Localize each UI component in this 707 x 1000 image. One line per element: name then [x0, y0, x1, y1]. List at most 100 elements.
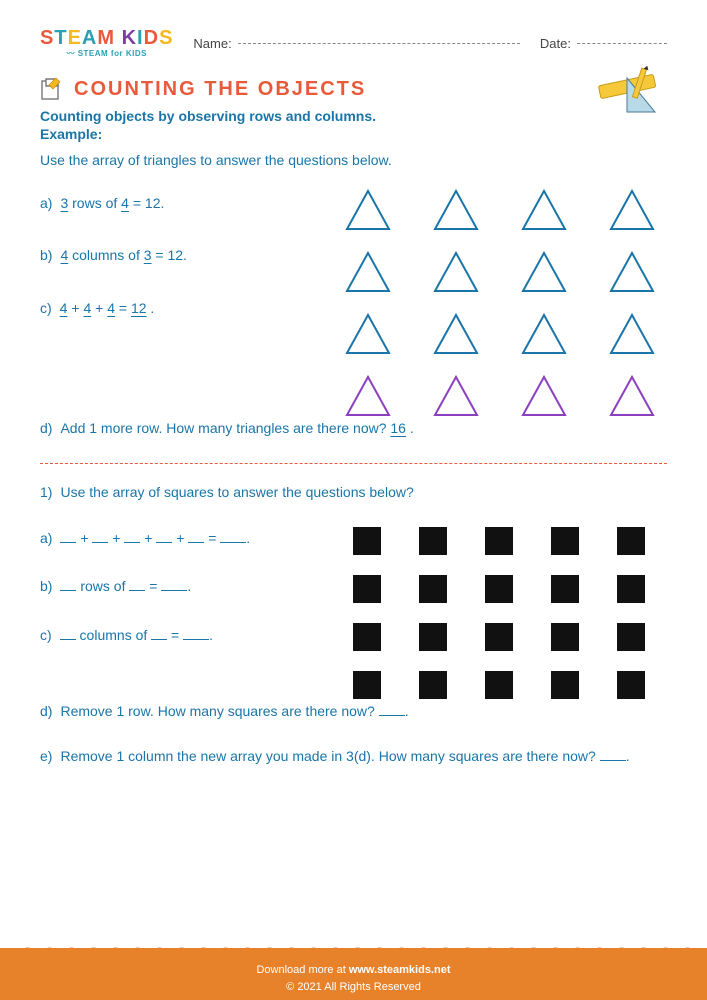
square-shape — [419, 527, 447, 555]
triangle-shape — [343, 312, 393, 356]
name-input-line[interactable] — [238, 43, 520, 44]
footer-wave — [0, 945, 707, 959]
square-shape — [419, 671, 447, 699]
answer-blank[interactable] — [60, 529, 76, 543]
square-shape — [353, 527, 381, 555]
draft-icon — [40, 76, 66, 102]
section-divider — [40, 463, 667, 464]
question-label: a) — [40, 192, 52, 214]
example-content: a)3 rows of 4 = 12. b)4 columns of 3 = 12… — [40, 192, 667, 418]
answer-blank[interactable] — [188, 529, 204, 543]
instruction-text: Use the array of triangles to answer the… — [40, 152, 667, 168]
triangle-array — [343, 188, 657, 418]
example-questions: a)3 rows of 4 = 12. b)4 columns of 3 = 12… — [40, 192, 323, 349]
triangle-shape — [519, 312, 569, 356]
triangle-shape — [607, 250, 657, 294]
example-question-d: d)Add 1 more row. How many triangles are… — [40, 418, 667, 439]
date-label: Date: — [540, 36, 571, 51]
answer-blank[interactable] — [379, 702, 405, 716]
square-shape — [617, 671, 645, 699]
answer-value: 12 — [131, 300, 147, 316]
problem1-questions: a) + + + + = . b) rows of = . c) columns o… — [40, 527, 333, 672]
answer-blank[interactable] — [129, 577, 145, 591]
question-label: c) — [40, 624, 52, 646]
triangle-shape — [431, 188, 481, 232]
square-array — [353, 527, 647, 701]
triangle-shape — [431, 374, 481, 418]
square-shape — [617, 527, 645, 555]
square-shape — [551, 671, 579, 699]
square-shape — [353, 575, 381, 603]
question-row: a)3 rows of 4 = 12. — [40, 192, 323, 214]
footer-link[interactable]: www.steamkids.net — [349, 964, 451, 976]
answer-value: 4 — [121, 195, 129, 211]
question-label: b) — [40, 244, 52, 266]
answer-blank[interactable] — [220, 529, 246, 543]
answer-blank[interactable] — [151, 626, 167, 640]
problem1-question-e: e)Remove 1 column the new array you made… — [40, 746, 667, 767]
triangle-shape — [431, 312, 481, 356]
square-shape — [419, 575, 447, 603]
question-row: a) + + + + = . — [40, 527, 333, 549]
square-shape — [485, 623, 513, 651]
ruler-icon — [597, 66, 667, 122]
triangle-shape — [431, 250, 481, 294]
question-label: e) — [40, 746, 52, 767]
question-row: b)4 columns of 3 = 12. — [40, 244, 323, 266]
square-shape — [353, 623, 381, 651]
example-label: Example: — [40, 126, 667, 142]
triangle-shape — [607, 374, 657, 418]
name-field: Name: — [193, 36, 520, 51]
triangle-shape — [519, 188, 569, 232]
square-shape — [551, 575, 579, 603]
footer-copyright: © 2021 All Rights Reserved — [0, 979, 707, 996]
question-row: c)4 + 4 + 4 = 12 . — [40, 297, 323, 319]
logo: STEAM KIDS STEAM for KIDS — [40, 28, 173, 58]
answer-value: 16 — [390, 420, 406, 436]
answer-blank[interactable] — [60, 626, 76, 640]
question-row: b) rows of = . — [40, 575, 333, 597]
problem1-prompt: 1)Use the array of squares to answer the… — [40, 482, 667, 503]
footer-line1: Download more at www.steamkids.net — [0, 962, 707, 979]
page-footer: Download more at www.steamkids.net © 202… — [0, 948, 707, 1000]
name-label: Name: — [193, 36, 231, 51]
answer-blank[interactable] — [183, 626, 209, 640]
date-input-line[interactable] — [577, 43, 667, 44]
square-shape — [551, 527, 579, 555]
triangle-shape — [343, 374, 393, 418]
page-header: STEAM KIDS STEAM for KIDS Name: Date: — [40, 28, 667, 58]
question-label: a) — [40, 527, 52, 549]
answer-blank[interactable] — [92, 529, 108, 543]
date-field: Date: — [540, 36, 667, 51]
question-label: c) — [40, 297, 52, 319]
triangle-shape — [607, 188, 657, 232]
problem1-content: a) + + + + = . b) rows of = . c) columns o… — [40, 527, 667, 701]
answer-blank[interactable] — [156, 529, 172, 543]
answer-blank[interactable] — [161, 577, 187, 591]
triangle-shape — [343, 250, 393, 294]
subtitle: Counting objects by observing rows and c… — [40, 108, 667, 124]
answer-blank[interactable] — [60, 577, 76, 591]
square-shape — [485, 575, 513, 603]
square-shape — [617, 575, 645, 603]
question-label: d) — [40, 418, 52, 439]
triangle-shape — [343, 188, 393, 232]
answer-blank[interactable] — [600, 747, 626, 761]
answer-blank[interactable] — [124, 529, 140, 543]
problem1-question-d: d)Remove 1 row. How many squares are the… — [40, 701, 667, 722]
question-row: c) columns of = . — [40, 624, 333, 646]
square-shape — [485, 671, 513, 699]
square-shape — [419, 623, 447, 651]
triangle-shape — [607, 312, 657, 356]
title-row: COUNTING THE OBJECTS — [40, 76, 667, 102]
prompt-text: Use the array of squares to answer the q… — [60, 482, 667, 503]
square-shape — [485, 527, 513, 555]
triangle-shape — [519, 374, 569, 418]
question-label: d) — [40, 701, 52, 722]
logo-text: STEAM KIDS — [40, 28, 173, 48]
worksheet-title: COUNTING THE OBJECTS — [74, 78, 366, 101]
square-shape — [353, 671, 381, 699]
square-shape — [617, 623, 645, 651]
question-label: b) — [40, 575, 52, 597]
square-shape — [551, 623, 579, 651]
